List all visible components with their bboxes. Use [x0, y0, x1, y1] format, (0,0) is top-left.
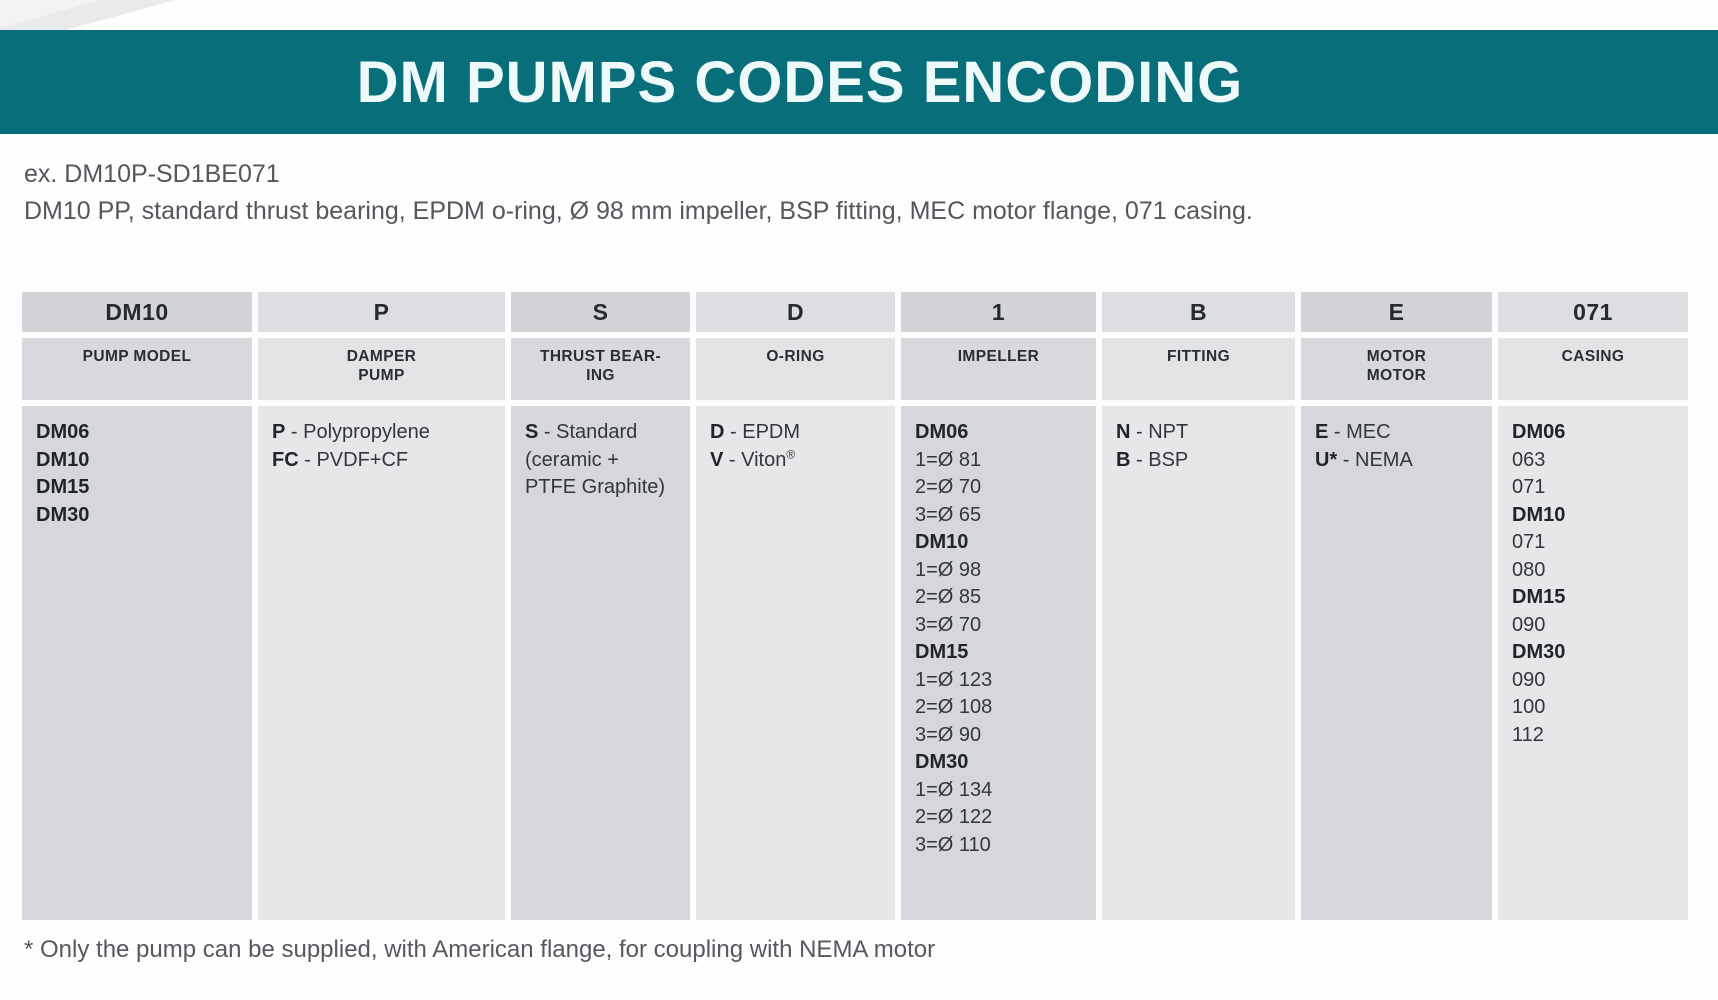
body-line: 112 [1512, 723, 1544, 746]
title-banner: DM PUMPS CODES ENCODING [0, 30, 1718, 134]
column-label-cell: IMPELLER [901, 338, 1096, 400]
column-body-cell: DM06 DM10 DM15 DM30 [22, 406, 252, 920]
body-line: DM10 [915, 531, 969, 553]
body-line: 100 [1512, 696, 1546, 718]
column-body-cell: S - Standard (ceramic + PTFE Graphite) [511, 406, 690, 920]
column-body-cell: N - NPT B - BSP [1102, 406, 1295, 920]
body-line: DM06 [1512, 421, 1566, 443]
body-line: DM15 [1512, 586, 1566, 608]
column-label-cell: FITTING [1102, 338, 1295, 400]
column-code-cell: B [1102, 292, 1295, 332]
table-column-d: D O-RING D - EPDM V - Viton® [696, 292, 895, 920]
body-line: U* - NEMA [1315, 448, 1413, 471]
body-line: 1=Ø 134 [915, 778, 993, 801]
page-title: DM PUMPS CODES ENCODING [356, 49, 1244, 115]
body-line: E - MEC [1315, 421, 1391, 443]
body-line: 071 [1512, 476, 1546, 498]
body-line: FC - PVDF+CF [272, 448, 409, 471]
column-code-cell: S [511, 292, 690, 332]
body-line: 2=Ø 70 [915, 476, 982, 498]
column-code-cell: D [696, 292, 895, 332]
body-line: DM10 [1512, 503, 1566, 526]
footnote-text: * Only the pump can be supplied, with Am… [24, 936, 936, 963]
table-column-s: S THRUST BEAR- ING S - Standard (ceramic … [511, 292, 690, 920]
column-label-cell: CASING [1498, 338, 1688, 400]
body-line: P - Polypropylene [272, 421, 430, 443]
table-column-071: 071 CASING DM06 063 071 DM10 071 080 DM15 090 DM… [1498, 292, 1688, 920]
body-line: DM06 [915, 421, 969, 443]
column-body-cell: D - EPDM V - Viton® [696, 406, 895, 920]
column-label-cell: DAMPER PUMP [258, 338, 505, 400]
column-body-cell: DM06 063 071 DM10 071 080 DM15 090 DM30 090 100 112 [1498, 406, 1688, 920]
page-corner-decoration-inner [0, 0, 100, 28]
body-line: B - BSP [1116, 448, 1189, 471]
body-line: V - Viton® [710, 446, 796, 471]
body-line: 3=Ø 65 [915, 503, 982, 526]
registered-mark: ® [786, 446, 796, 461]
body-line: N - NPT [1116, 421, 1189, 443]
body-line: DM15 [36, 476, 90, 498]
body-line: 3=Ø 110 [915, 833, 991, 856]
column-code-cell: DM10 [22, 292, 252, 332]
column-body-cell: P - Polypropylene FC - PVDF+CF [258, 406, 505, 920]
column-code-cell: 071 [1498, 292, 1688, 332]
example-block: ex. DM10P-SD1BE071 DM10 PP, standard thr… [24, 156, 1684, 230]
body-line: 090 [1512, 613, 1546, 636]
example-code-line: ex. DM10P-SD1BE071 [24, 160, 280, 188]
body-line: 1=Ø 123 [915, 668, 993, 691]
body-line: 063 [1512, 448, 1546, 471]
body-line: (ceramic + [525, 448, 619, 471]
body-line: 071 [1512, 531, 1546, 553]
body-line: DM30 [915, 751, 969, 773]
body-line: PTFE Graphite) [525, 476, 666, 498]
body-line: 080 [1512, 558, 1546, 581]
body-line: S - Standard [525, 421, 638, 443]
column-label-cell: PUMP MODEL [22, 338, 252, 400]
column-code-cell: P [258, 292, 505, 332]
example-description-line: DM10 PP, standard thrust bearing, EPDM o… [24, 197, 1253, 225]
column-code-cell: E [1301, 292, 1492, 332]
table-column-b: B FITTING N - NPT B - BSP [1102, 292, 1295, 920]
column-label-cell: MOTOR MOTOR [1301, 338, 1492, 400]
body-line: 3=Ø 90 [915, 723, 982, 746]
body-line: 2=Ø 122 [915, 806, 993, 828]
body-line: DM10 [36, 448, 90, 471]
body-line: 2=Ø 85 [915, 586, 982, 608]
body-line: DM30 [1512, 641, 1566, 663]
body-line: DM06 [36, 421, 90, 443]
body-line: DM30 [36, 503, 90, 526]
body-line: D - EPDM [710, 421, 801, 443]
body-line: 1=Ø 98 [915, 558, 982, 581]
body-line: DM15 [915, 641, 969, 663]
body-line: 1=Ø 81 [915, 448, 982, 471]
body-line: 3=Ø 70 [915, 613, 982, 636]
column-label-cell: O-RING [696, 338, 895, 400]
pump-code-table: DM10 PUMP MODEL DM06 DM10 DM15 DM30 P DAMPE… [22, 292, 1688, 920]
body-line: 090 [1512, 668, 1546, 691]
body-line: 2=Ø 108 [915, 696, 993, 718]
table-column-1: 1 IMPELLER DM06 1=Ø 81 2=Ø 70 3=Ø 65 DM10 1=Ø… [901, 292, 1096, 920]
table-column-p: P DAMPER PUMP P - Polypropylene FC - PVDF… [258, 292, 505, 920]
column-code-cell: 1 [901, 292, 1096, 332]
table-column-e: E MOTOR MOTOR E - MEC U* - NEMA [1301, 292, 1492, 920]
column-body-cell: DM06 1=Ø 81 2=Ø 70 3=Ø 65 DM10 1=Ø 98 2=Ø 85 3=… [901, 406, 1096, 920]
table-column-dm10: DM10 PUMP MODEL DM06 DM10 DM15 DM30 [22, 292, 252, 920]
column-label-cell: THRUST BEAR- ING [511, 338, 690, 400]
column-body-cell: E - MEC U* - NEMA [1301, 406, 1492, 920]
